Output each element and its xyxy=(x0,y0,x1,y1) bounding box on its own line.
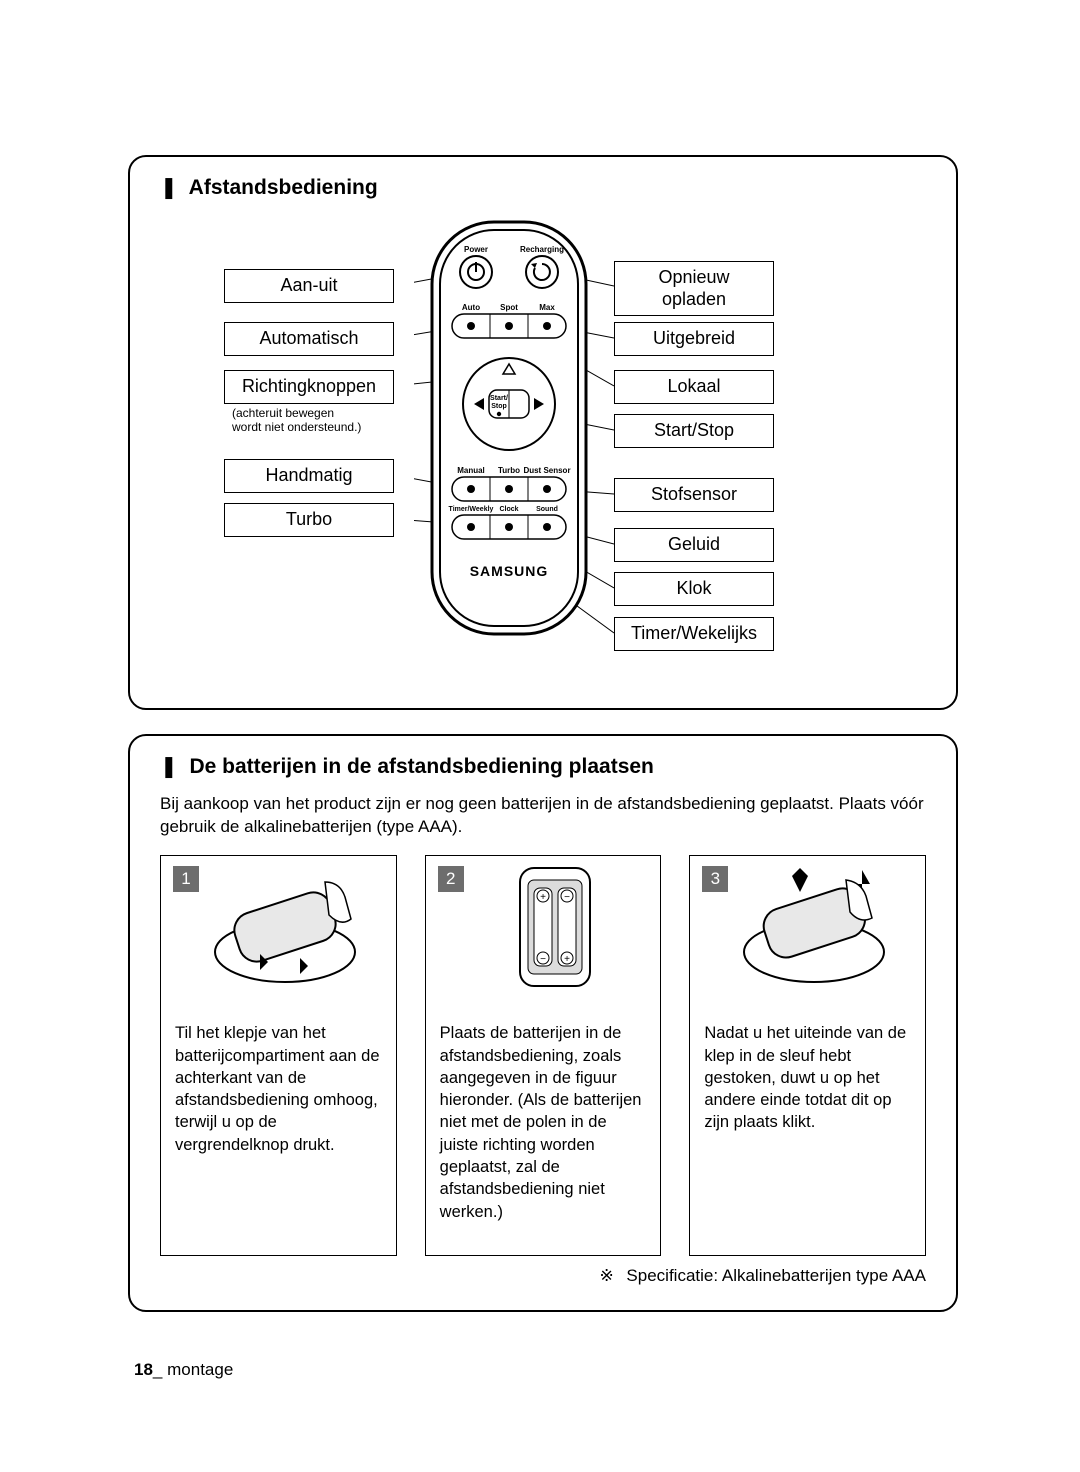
label-spot: Lokaal xyxy=(614,370,774,404)
svg-text:Spot: Spot xyxy=(500,303,518,312)
title-marker-2: ❚ xyxy=(160,755,178,778)
step-3-badge: 3 xyxy=(702,866,728,892)
svg-text:Clock: Clock xyxy=(499,506,518,513)
svg-text:Sound: Sound xyxy=(536,506,558,513)
title-text: Afstandsbediening xyxy=(189,176,378,199)
panel-batteries: ❚ De batterijen in de afstandsbediening … xyxy=(128,734,958,1312)
steps-row: 1 Til het klepje van het batterijcompart… xyxy=(160,855,926,1256)
label-direction-note: (achteruit bewegen wordt niet ondersteun… xyxy=(232,406,412,435)
label-turbo: Turbo xyxy=(224,503,394,537)
spec-line: ※ Specificatie: Alkalinebatterijen type … xyxy=(154,1266,926,1286)
remote-icon: Power Recharging Auto Spot Max xyxy=(414,214,614,644)
label-startstop: Start/Stop xyxy=(614,414,774,448)
svg-text:Power: Power xyxy=(464,245,488,254)
svg-text:+: + xyxy=(564,954,570,965)
step-2-badge: 2 xyxy=(438,866,464,892)
page-number: 18 xyxy=(134,1360,153,1379)
svg-text:Recharging: Recharging xyxy=(520,245,564,254)
step-2-text: Plaats de batterijen in de afstandsbedie… xyxy=(440,1022,647,1222)
svg-text:−: − xyxy=(540,954,546,965)
svg-text:Start/: Start/ xyxy=(490,395,508,402)
label-direction: Richtingknoppen xyxy=(224,370,394,404)
label-recharge: Opnieuw opladen xyxy=(614,261,774,316)
section-name: montage xyxy=(167,1360,233,1379)
svg-text:Dust Sensor: Dust Sensor xyxy=(523,466,570,475)
step-3-illustration-icon xyxy=(734,862,904,992)
svg-text:Manual: Manual xyxy=(457,466,485,475)
batteries-intro: Bij aankoop van het product zijn er nog … xyxy=(160,793,932,839)
step-1: 1 Til het klepje van het batterijcompart… xyxy=(160,855,397,1256)
label-clock: Klok xyxy=(614,572,774,606)
svg-text:Auto: Auto xyxy=(462,303,480,312)
label-timer: Timer/Wekelijks xyxy=(614,617,774,651)
step-2-illustration-icon: + − − + xyxy=(470,862,640,992)
step-1-text: Til het klepje van het batterijcompartim… xyxy=(175,1022,382,1156)
svg-text:Max: Max xyxy=(539,303,555,312)
title-text-2: De batterijen in de afstandsbediening pl… xyxy=(189,755,653,778)
page-footer: 18_ montage xyxy=(134,1360,958,1380)
remote-diagram: Aan-uit Automatisch Richtingknoppen (ach… xyxy=(154,214,932,684)
step-3: 3 Nadat u het uiteinde van de klep in de… xyxy=(689,855,926,1256)
label-max: Uitgebreid xyxy=(614,322,774,356)
spec-marker: ※ xyxy=(599,1266,613,1285)
title-marker: ❚ xyxy=(160,176,178,199)
panel-remote: ❚ Afstandsbediening Aan-uit Automatisch … xyxy=(128,155,958,710)
label-dustsensor: Stofsensor xyxy=(614,478,774,512)
spec-text: Specificatie: Alkalinebatterijen type AA… xyxy=(626,1266,926,1285)
label-auto: Automatisch xyxy=(224,322,394,356)
panel-batteries-title: ❚ De batterijen in de afstandsbediening … xyxy=(160,754,932,779)
step-3-text: Nadat u het uiteinde van de klep in de s… xyxy=(704,1022,911,1133)
svg-text:Turbo: Turbo xyxy=(498,466,520,475)
svg-text:SAMSUNG: SAMSUNG xyxy=(470,563,549,579)
svg-text:+: + xyxy=(540,892,546,903)
step-1-illustration-icon xyxy=(205,862,375,992)
label-sound: Geluid xyxy=(614,528,774,562)
step-2: 2 + − − + Plaats de batterijen in de afs… xyxy=(425,855,662,1256)
panel-remote-title: ❚ Afstandsbediening xyxy=(160,175,932,200)
svg-text:Timer/Weekly: Timer/Weekly xyxy=(449,506,494,513)
label-power: Aan-uit xyxy=(224,269,394,303)
svg-text:Stop: Stop xyxy=(491,403,507,410)
svg-text:−: − xyxy=(564,892,570,903)
label-manual: Handmatig xyxy=(224,459,394,493)
step-1-badge: 1 xyxy=(173,866,199,892)
